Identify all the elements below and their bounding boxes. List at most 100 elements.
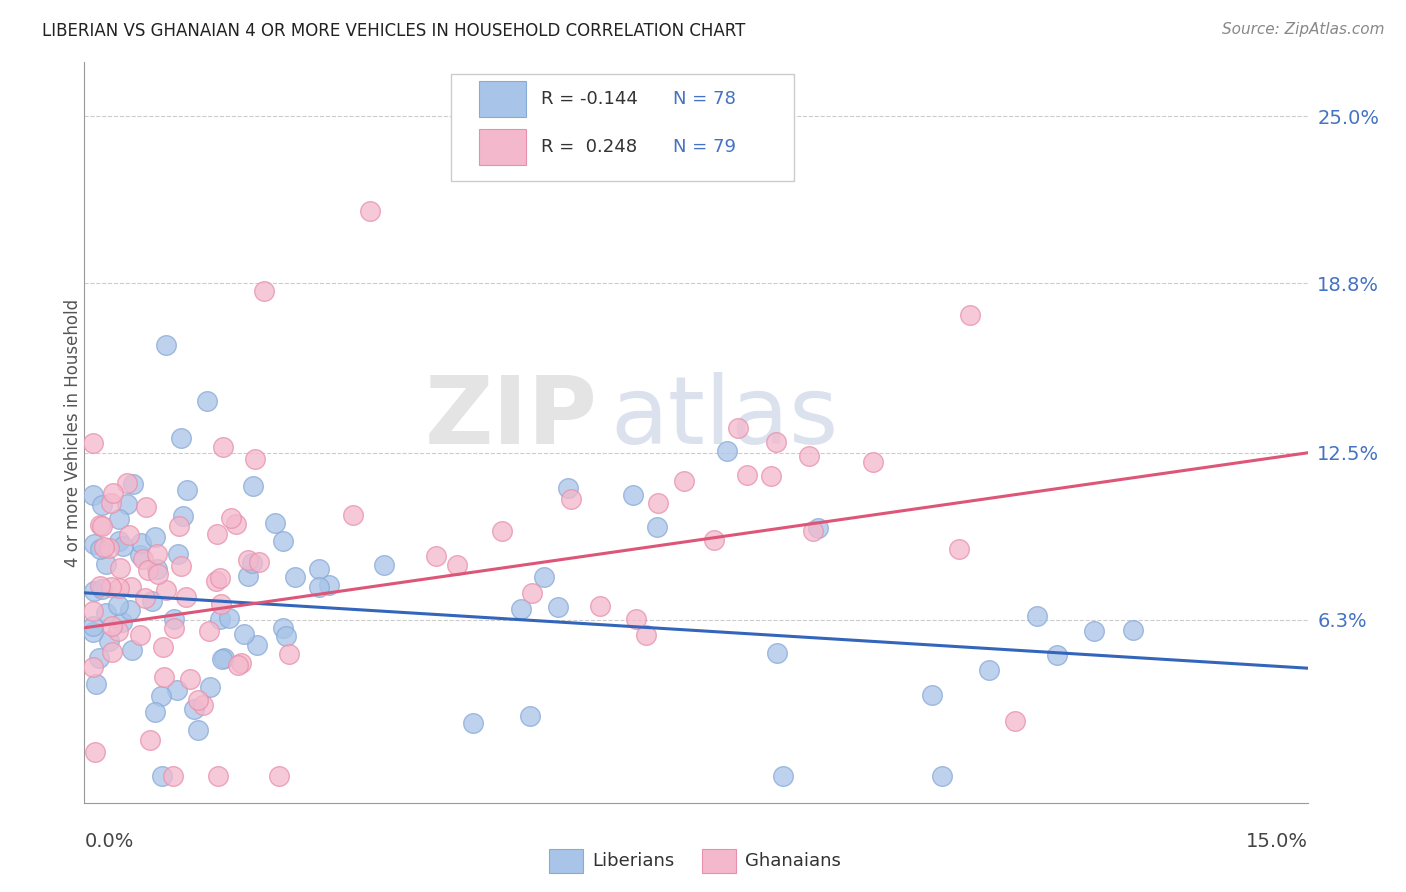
Point — [211, 441, 233, 455]
Point — [91, 519, 114, 533]
Point — [766, 646, 789, 660]
Point — [491, 524, 513, 538]
Point — [172, 509, 194, 524]
Point — [231, 656, 253, 670]
Point — [115, 497, 138, 511]
Point — [211, 651, 233, 665]
Text: Source: ZipAtlas.com: Source: ZipAtlas.com — [1222, 22, 1385, 37]
Point — [89, 518, 111, 533]
Point — [152, 640, 174, 654]
Point — [135, 500, 157, 515]
Point — [98, 633, 121, 648]
Point — [167, 519, 190, 533]
Point — [132, 552, 155, 566]
Point — [359, 203, 381, 218]
Point — [921, 688, 943, 702]
Point — [219, 511, 242, 525]
Point — [115, 475, 138, 490]
Point — [533, 570, 555, 584]
Point — [271, 534, 294, 549]
Point — [101, 486, 124, 500]
Point — [238, 552, 260, 566]
Point — [208, 571, 231, 585]
Point — [107, 624, 129, 638]
Point — [520, 586, 543, 600]
Point — [242, 479, 264, 493]
Point — [212, 651, 235, 665]
Point — [703, 533, 725, 548]
Point — [931, 769, 953, 783]
Point — [89, 650, 111, 665]
Point — [100, 580, 122, 594]
Point — [373, 558, 395, 572]
Point — [83, 584, 105, 599]
Point — [121, 643, 143, 657]
FancyBboxPatch shape — [451, 73, 794, 181]
Point — [170, 431, 193, 445]
Point — [163, 612, 186, 626]
Point — [93, 541, 115, 555]
Point — [761, 469, 783, 483]
Point — [150, 769, 173, 783]
Text: N = 79: N = 79 — [672, 138, 735, 156]
Point — [153, 670, 176, 684]
Point — [107, 582, 129, 596]
Point — [107, 598, 129, 612]
Point — [134, 591, 156, 605]
Text: ZIP: ZIP — [425, 372, 598, 464]
Point — [263, 516, 285, 530]
Text: 15.0%: 15.0% — [1246, 832, 1308, 852]
Point — [146, 548, 169, 562]
Point — [645, 520, 668, 534]
Point — [129, 548, 152, 562]
Point — [120, 603, 142, 617]
Point — [82, 659, 104, 673]
Point — [179, 672, 201, 686]
Point — [277, 647, 299, 661]
Bar — [550, 849, 583, 873]
Point — [862, 455, 884, 469]
Point — [716, 444, 738, 458]
Point — [118, 528, 141, 542]
Point — [807, 521, 830, 535]
Point — [461, 715, 484, 730]
Point — [225, 517, 247, 532]
Point — [141, 593, 163, 607]
Point — [636, 628, 658, 642]
Point — [510, 602, 533, 616]
Point — [243, 451, 266, 466]
Point — [143, 530, 166, 544]
Y-axis label: 4 or more Vehicles in Household: 4 or more Vehicles in Household — [65, 299, 82, 566]
Point — [547, 600, 569, 615]
Point — [187, 693, 209, 707]
Point — [100, 496, 122, 510]
Point — [198, 681, 221, 695]
Point — [267, 769, 290, 783]
Point — [138, 563, 160, 577]
Point — [176, 590, 198, 604]
Point — [91, 498, 114, 512]
Point — [228, 658, 250, 673]
Point — [557, 481, 579, 495]
Point — [82, 488, 104, 502]
Point — [205, 527, 228, 541]
Point — [131, 535, 153, 549]
Point — [209, 598, 232, 612]
Point — [82, 604, 104, 618]
Point — [108, 533, 131, 548]
Point — [1122, 623, 1144, 637]
Point — [284, 570, 307, 584]
Point — [977, 663, 1000, 677]
Point — [446, 558, 468, 573]
Text: Ghanaians: Ghanaians — [745, 852, 841, 871]
Point — [308, 562, 330, 576]
Point — [218, 611, 240, 625]
Point — [155, 582, 177, 597]
Point — [253, 285, 276, 299]
Point — [621, 488, 644, 502]
Point — [166, 682, 188, 697]
Text: LIBERIAN VS GHANAIAN 4 OR MORE VEHICLES IN HOUSEHOLD CORRELATION CHART: LIBERIAN VS GHANAIAN 4 OR MORE VEHICLES … — [42, 22, 745, 40]
Point — [186, 723, 208, 738]
Point — [425, 549, 447, 564]
Point — [107, 512, 129, 526]
